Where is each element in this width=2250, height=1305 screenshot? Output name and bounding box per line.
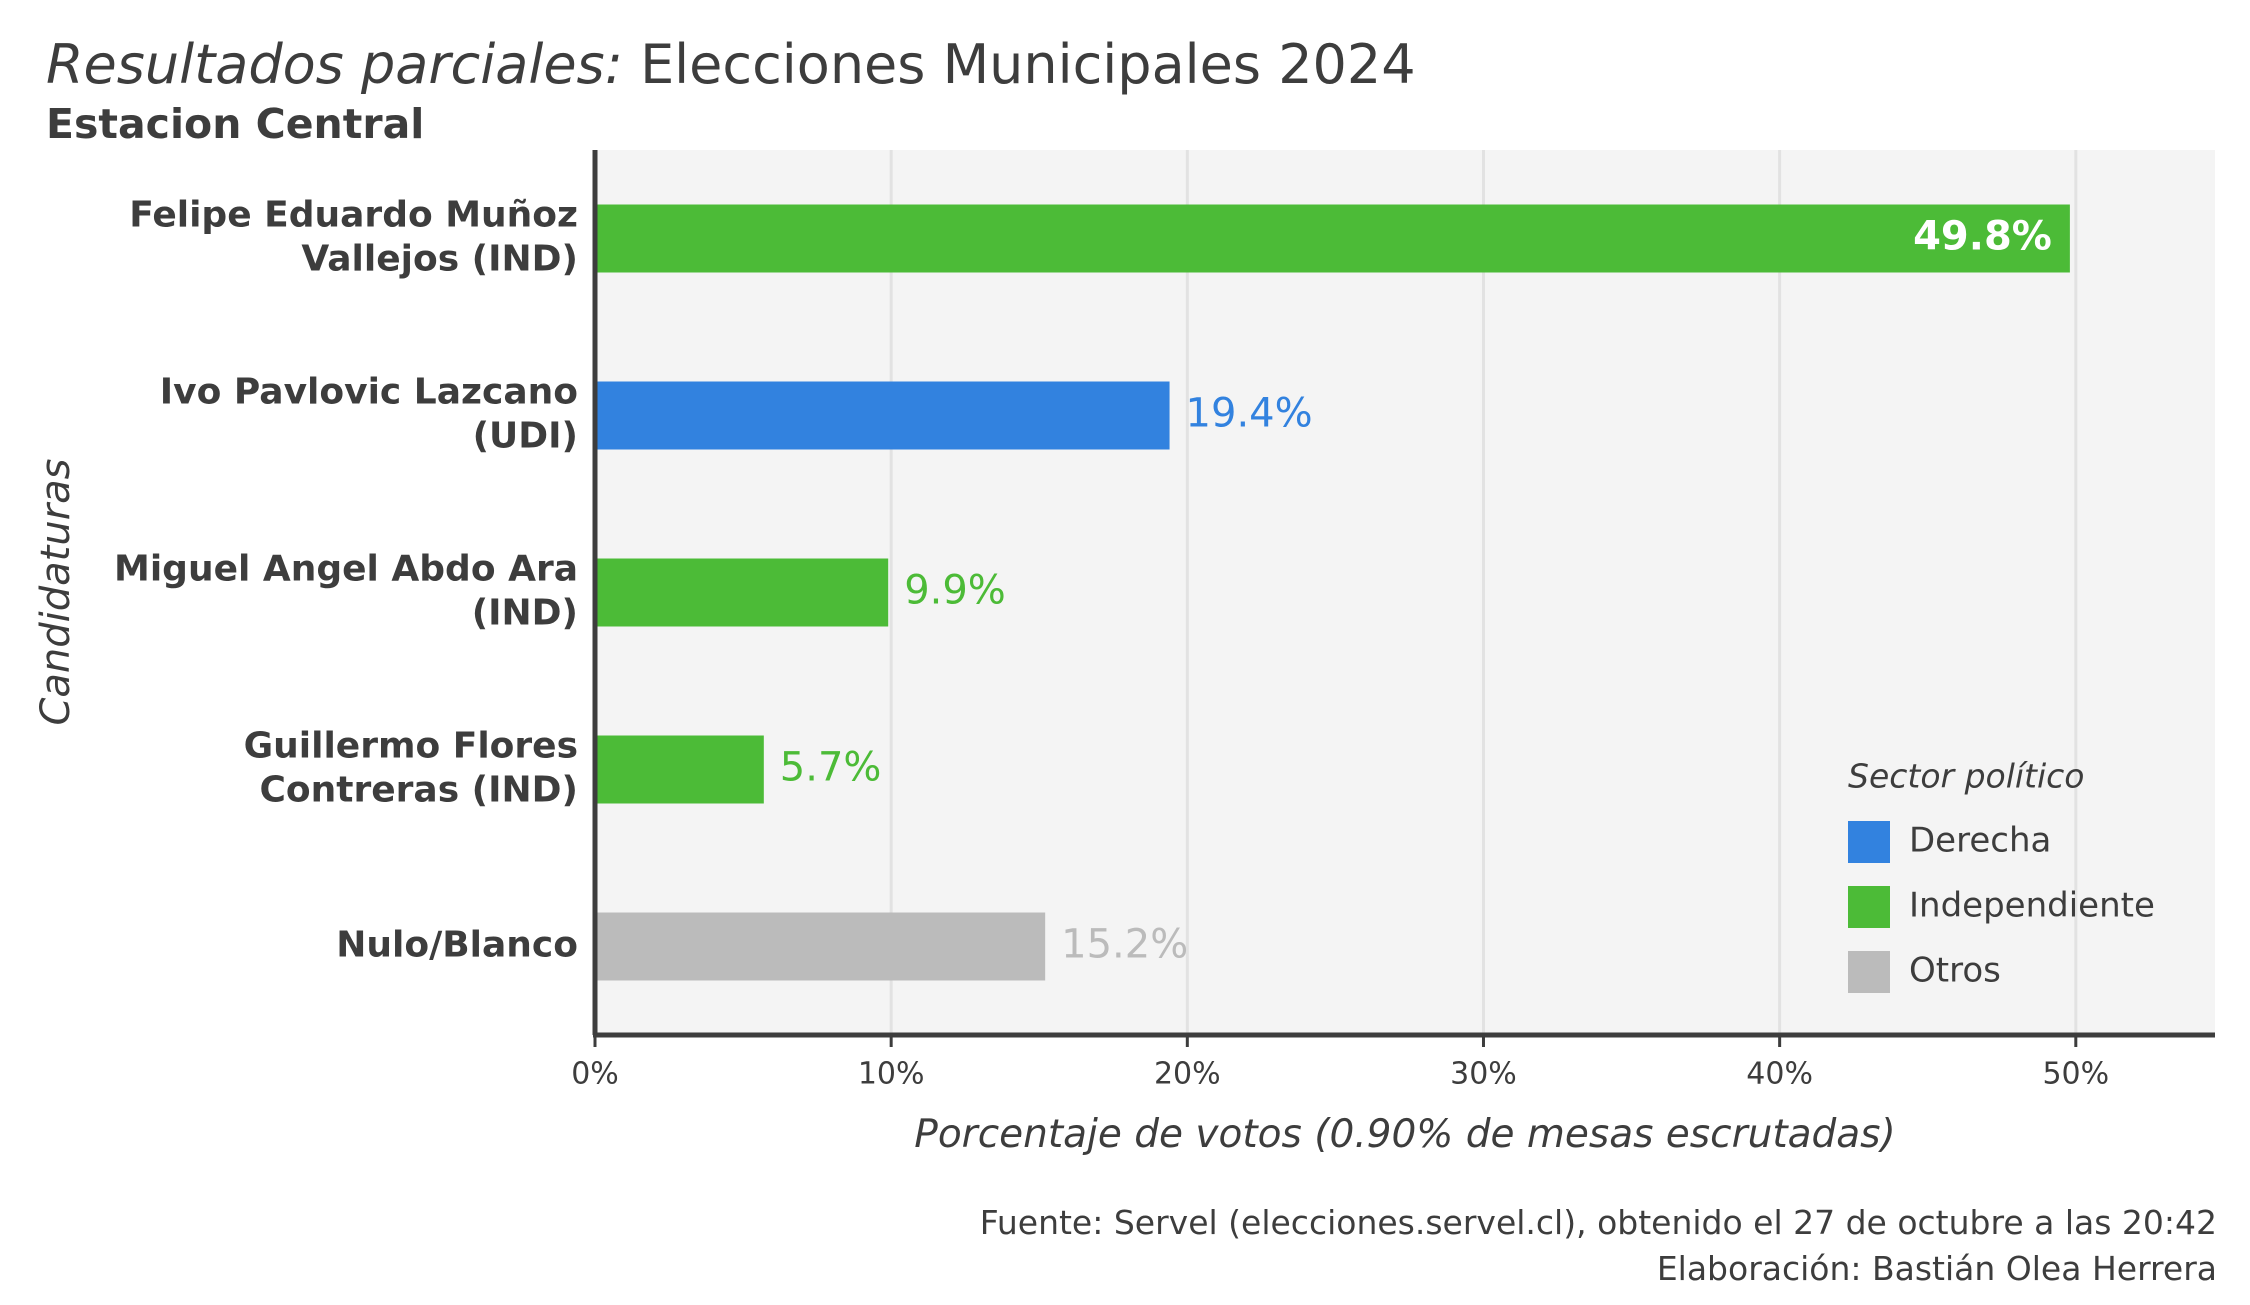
category-label: Nulo/Blanco bbox=[336, 925, 578, 966]
legend-entry: Independiente bbox=[1909, 886, 2155, 926]
bar bbox=[595, 381, 1170, 450]
chart-title: Resultados parciales: Elecciones Municip… bbox=[46, 30, 1416, 100]
footer-source: Fuente: Servel (elecciones.servel.cl), o… bbox=[979, 1203, 2217, 1242]
x-tick-label: 0% bbox=[571, 1057, 619, 1092]
y-axis-label: Candidaturas bbox=[33, 458, 79, 726]
data-label: 49.8% bbox=[1913, 214, 2052, 260]
data-label: 9.9% bbox=[904, 568, 1006, 614]
category-labels: Felipe Eduardo Muñoz Vallejos (IND) Ivo Pa… bbox=[114, 195, 578, 966]
chart-title-main: Elecciones Municipales 2024 bbox=[640, 33, 1416, 96]
x-tick-label: 30% bbox=[1450, 1057, 1517, 1092]
x-tick-label: 50% bbox=[2042, 1057, 2109, 1092]
legend-entry: Otros bbox=[1909, 951, 2001, 991]
legend: Sector político Derecha Independiente Otros bbox=[1848, 757, 2155, 993]
data-label: 19.4% bbox=[1186, 391, 1313, 437]
category-label: Miguel Angel Abdo Ara (IND) bbox=[114, 549, 578, 634]
bars-group bbox=[595, 204, 2070, 981]
legend-swatch bbox=[1848, 821, 1890, 863]
bar bbox=[595, 912, 1046, 981]
bar bbox=[595, 204, 2070, 273]
legend-swatch bbox=[1848, 951, 1890, 993]
data-labels: 49.8% 19.4% 9.9% 5.7% 15.2% bbox=[780, 214, 2052, 968]
category-label: Ivo Pavlovic Lazcano (UDI) bbox=[160, 372, 578, 457]
category-label: Guillermo Flores Contreras (IND) bbox=[244, 726, 578, 811]
legend-entry: Derecha bbox=[1909, 821, 2051, 861]
axes bbox=[592, 150, 2215, 1038]
grid-lines bbox=[889, 150, 2078, 1035]
chart-title-italic: Resultados parciales: bbox=[46, 33, 623, 96]
data-label: 5.7% bbox=[780, 745, 882, 791]
x-axis-label: Porcentaje de votos (0.90% de mesas escr… bbox=[914, 1112, 1896, 1157]
x-tick-label: 10% bbox=[858, 1057, 925, 1092]
footer-credit: Elaboración: Bastián Olea Herrera bbox=[1656, 1249, 2217, 1288]
chart-subtitle: Estacion Central bbox=[46, 100, 425, 148]
legend-title: Sector político bbox=[1848, 757, 2085, 796]
data-label: 15.2% bbox=[1061, 922, 1188, 968]
bar bbox=[595, 558, 889, 627]
x-tick-label: 40% bbox=[1746, 1057, 1813, 1092]
legend-swatch bbox=[1848, 886, 1890, 928]
bar bbox=[595, 735, 764, 804]
category-label: Felipe Eduardo Muñoz Vallejos (IND) bbox=[129, 195, 578, 280]
x-tick-labels: 0% 10% 20% 30% 40% 50% bbox=[571, 1035, 2109, 1092]
x-tick-label: 20% bbox=[1154, 1057, 1221, 1092]
footer: Fuente: Servel (elecciones.servel.cl), o… bbox=[980, 1200, 2217, 1292]
